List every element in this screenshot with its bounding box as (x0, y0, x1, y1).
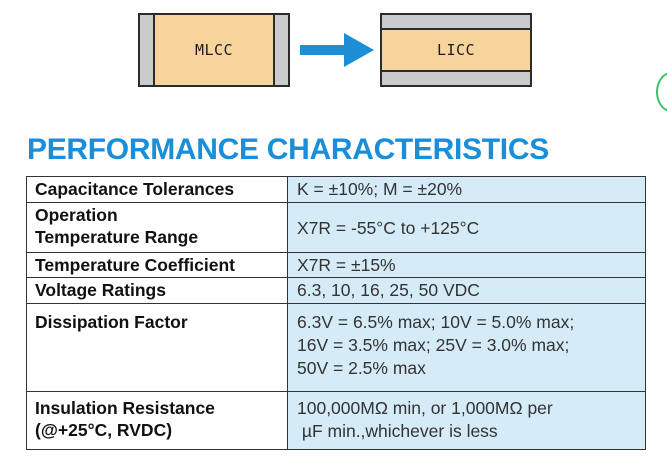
row-label: Insulation Resistance (@+25°C, RVDC) (26, 391, 288, 450)
table-row: Temperature Coefficient X7R = ±15% (26, 252, 646, 278)
row-value: 6.3V = 6.5% max; 10V = 5.0% max; 16V = 3… (287, 303, 646, 392)
performance-table: Capacitance Tolerances K = ±10%; M = ±20… (26, 176, 646, 450)
table-row: Dissipation Factor 6.3V = 6.5% max; 10V … (26, 303, 646, 392)
table-row: Capacitance Tolerances K = ±10%; M = ±20… (26, 176, 646, 203)
row-value: X7R = ±15% (287, 252, 646, 278)
mlcc-chip-body: MLCC (153, 13, 275, 87)
right-arrow-icon (300, 33, 374, 67)
section-heading: PERFORMANCE CHARACTERISTICS (27, 133, 549, 166)
licc-chip-body: LICC (380, 28, 532, 72)
row-value: 6.3, 10, 16, 25, 50 VDC (287, 277, 646, 304)
row-label: Operation Temperature Range (26, 202, 288, 253)
licc-label: LICC (436, 41, 476, 59)
licc-top-terminal (380, 13, 532, 30)
row-value: K = ±10%; M = ±20% (287, 176, 646, 203)
table-row: Voltage Ratings 6.3, 10, 16, 25, 50 VDC (26, 277, 646, 304)
licc-bottom-terminal (380, 70, 532, 87)
mlcc-right-terminal (273, 13, 290, 87)
row-value: X7R = -55°C to +125°C (287, 202, 646, 253)
mlcc-left-terminal (138, 13, 155, 87)
row-value: 100,000MΩ min, or 1,000MΩ per µF min.,wh… (287, 391, 646, 450)
row-label: Dissipation Factor (26, 303, 288, 392)
table-row: Operation Temperature Range X7R = -55°C … (26, 202, 646, 253)
mlcc-label: MLCC (194, 41, 234, 59)
table-row: Insulation Resistance (@+25°C, RVDC) 100… (26, 391, 646, 450)
row-label: Temperature Coefficient (26, 252, 288, 278)
edge-circle-decoration (656, 72, 667, 112)
row-label: Voltage Ratings (26, 277, 288, 304)
licc-chip: LICC (380, 13, 532, 87)
row-label: Capacitance Tolerances (26, 176, 288, 203)
mlcc-chip: MLCC (138, 13, 290, 87)
